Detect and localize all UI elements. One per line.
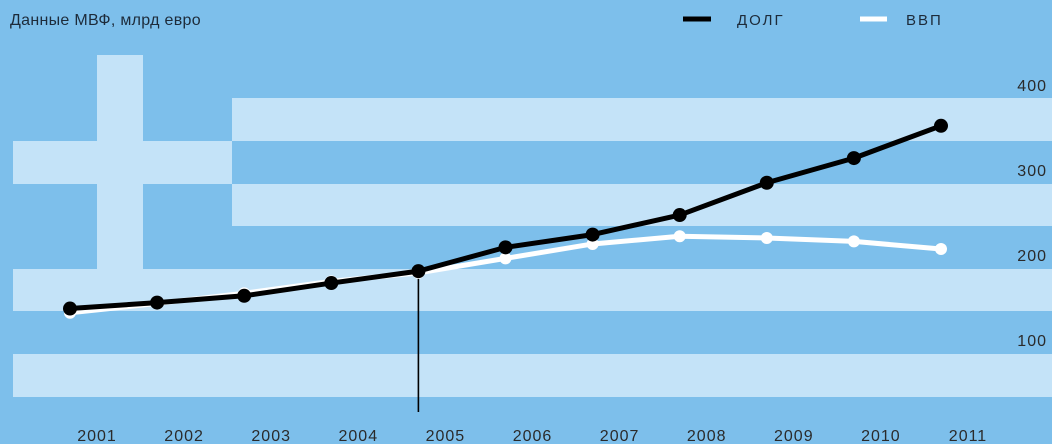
chart-subtitle: Данные МВФ, млрд евро [10,12,201,29]
point-debt-2001 [63,301,77,316]
point-debt-2008 [672,208,687,223]
x-tick-2004: 2004 [339,428,379,444]
flag-stripe-2 [232,184,1052,226]
flag-cross-horizontal [13,141,232,184]
point-debt-2011 [934,118,948,133]
flag-stripe-1 [232,98,1052,141]
flag-stripe-3 [13,269,1052,311]
point-debt-2010 [846,151,861,166]
y-axis-ticks: 100 200 300 400 [1017,78,1047,350]
point-gdp-2008 [673,230,686,243]
x-tick-2008: 2008 [687,428,727,444]
point-debt-2006 [498,240,513,255]
x-tick-2006: 2006 [513,428,553,444]
point-gdp-2010 [847,235,860,248]
y-tick-200: 200 [1017,248,1047,265]
x-axis-ticks: 2001 2002 2003 2004 2005 2006 2007 2008 2009 2010… [77,428,987,444]
x-tick-2003: 2003 [251,428,291,444]
x-tick-2009: 2009 [774,428,814,444]
x-tick-2011: 2011 [949,428,987,444]
point-debt-2002 [150,295,165,310]
point-debt-2004 [324,276,339,291]
point-gdp-2009 [760,232,773,244]
x-tick-2007: 2007 [600,428,640,444]
greek-flag-background [13,55,1052,397]
point-debt-2009 [759,175,774,190]
point-gdp-2006 [499,252,512,265]
legend-label-gdp: ВВП [906,12,943,29]
y-tick-100: 100 [1017,333,1047,350]
point-debt-2003 [237,288,252,303]
y-tick-300: 300 [1017,163,1047,180]
x-tick-2002: 2002 [164,428,204,444]
x-tick-2005: 2005 [426,428,466,444]
x-tick-2001: 2001 [77,428,117,444]
point-gdp-2011 [935,243,947,256]
point-debt-2005 [411,264,426,279]
flag-stripe-4 [13,354,1052,397]
point-debt-2007 [585,227,600,242]
point-gdp-2007 [586,237,599,250]
series-group [63,118,948,319]
y-tick-400: 400 [1017,78,1047,95]
legend-label-debt: ДОЛГ [737,12,785,29]
x-tick-2010: 2010 [861,428,901,444]
legend: ДОЛГ ВВП [683,12,943,29]
